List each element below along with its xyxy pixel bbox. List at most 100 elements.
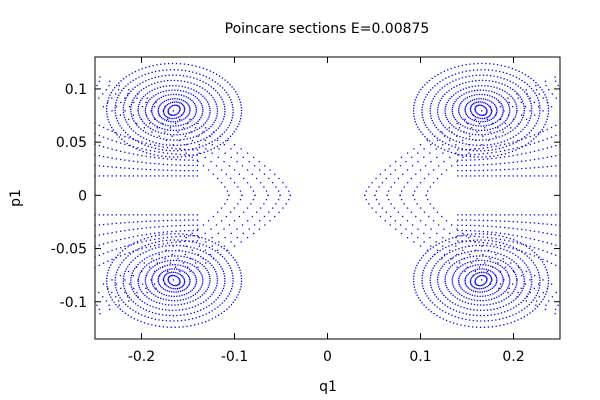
separatrix-point	[132, 275, 135, 277]
orbit-point	[513, 271, 516, 273]
orbit-point	[204, 238, 207, 240]
orbit-point	[472, 255, 475, 258]
separatrix-point	[482, 114, 485, 116]
orbit-point	[474, 107, 476, 109]
orbit-point	[464, 110, 466, 112]
orbit-point	[490, 123, 492, 126]
orbit-point	[139, 261, 141, 264]
separatrix-point	[246, 182, 249, 184]
separatrix-point	[474, 175, 476, 177]
orbit-point	[502, 317, 504, 320]
orbit-point	[431, 289, 433, 291]
separatrix-point	[188, 219, 190, 221]
orbit-point	[523, 307, 526, 310]
separatrix-point	[419, 245, 422, 247]
orbit-point	[155, 288, 157, 291]
orbit-point	[122, 111, 125, 114]
orbit-point	[438, 102, 440, 104]
orbit-point	[539, 110, 541, 112]
orbit-point	[214, 268, 216, 271]
orbit-point	[211, 264, 213, 266]
separatrix-point	[98, 244, 100, 246]
orbit-point	[469, 308, 472, 310]
orbit-point	[469, 281, 472, 283]
orbit-point	[151, 282, 153, 284]
orbit-point	[503, 324, 505, 326]
separatrix-point	[145, 227, 147, 229]
orbit-point	[175, 101, 177, 103]
orbit-point	[488, 115, 490, 117]
separatrix-point	[153, 106, 156, 108]
orbit-point	[143, 122, 145, 124]
orbit-point	[478, 139, 481, 141]
orbit-point	[216, 280, 219, 282]
separatrix-point	[517, 291, 519, 294]
orbit-point	[212, 266, 215, 269]
separatrix-point	[516, 221, 519, 223]
orbit-point	[430, 105, 432, 107]
orbit-point	[128, 74, 130, 76]
orbit-point	[221, 120, 224, 123]
separatrix-point	[508, 220, 510, 223]
separatrix-point	[150, 110, 152, 112]
separatrix-point	[219, 253, 222, 256]
orbit-point	[145, 66, 147, 69]
orbit-point	[180, 94, 183, 96]
orbit-point	[163, 133, 166, 135]
separatrix-point	[538, 248, 540, 250]
separatrix-point	[141, 248, 143, 250]
separatrix-point	[495, 145, 497, 147]
orbit-point	[519, 267, 521, 269]
orbit-point	[495, 319, 497, 321]
separatrix-point	[98, 214, 100, 216]
orbit-point	[184, 149, 186, 151]
separatrix-point	[478, 230, 480, 232]
orbit-point	[182, 123, 185, 126]
orbit-point	[498, 118, 500, 121]
orbit-point	[131, 288, 134, 290]
orbit-point	[188, 307, 190, 309]
separatrix-point	[375, 211, 377, 213]
orbit-point	[493, 116, 495, 118]
orbit-point	[217, 137, 219, 139]
separatrix-point	[495, 214, 497, 216]
separatrix-point	[482, 169, 484, 172]
separatrix-point	[406, 182, 409, 184]
orbit-point	[106, 102, 108, 104]
separatrix-point	[190, 131, 192, 133]
orbit-point	[208, 319, 210, 321]
orbit-point	[160, 80, 162, 83]
separatrix-point	[429, 186, 431, 188]
orbit-point	[444, 311, 447, 313]
separatrix-point	[393, 182, 396, 184]
orbit-point	[130, 274, 133, 277]
separatrix-point	[179, 164, 181, 166]
separatrix-point	[124, 279, 126, 281]
separatrix-point	[512, 227, 514, 230]
orbit-point	[479, 300, 481, 302]
orbit-point	[173, 239, 175, 241]
orbit-point	[171, 287, 173, 289]
orbit-point	[158, 121, 160, 123]
separatrix-point	[451, 131, 453, 133]
orbit-point	[465, 297, 468, 299]
orbit-point	[500, 294, 502, 296]
orbit-point	[499, 264, 501, 267]
orbit-point	[515, 298, 517, 300]
orbit-point	[484, 120, 486, 123]
y-tick-label: -0.1	[60, 295, 87, 311]
separatrix-point	[502, 258, 504, 260]
orbit-point	[469, 256, 471, 258]
orbit-point	[477, 291, 479, 293]
orbit-point	[154, 88, 156, 90]
orbit-point	[232, 109, 234, 111]
separatrix-point	[128, 106, 131, 108]
orbit-point	[158, 97, 160, 100]
orbit-point	[495, 113, 497, 115]
orbit-point	[154, 82, 156, 84]
orbit-point	[211, 248, 214, 250]
orbit-point	[531, 110, 533, 112]
orbit-point	[121, 250, 124, 252]
orbit-point	[487, 250, 489, 252]
separatrix-point	[457, 235, 459, 237]
